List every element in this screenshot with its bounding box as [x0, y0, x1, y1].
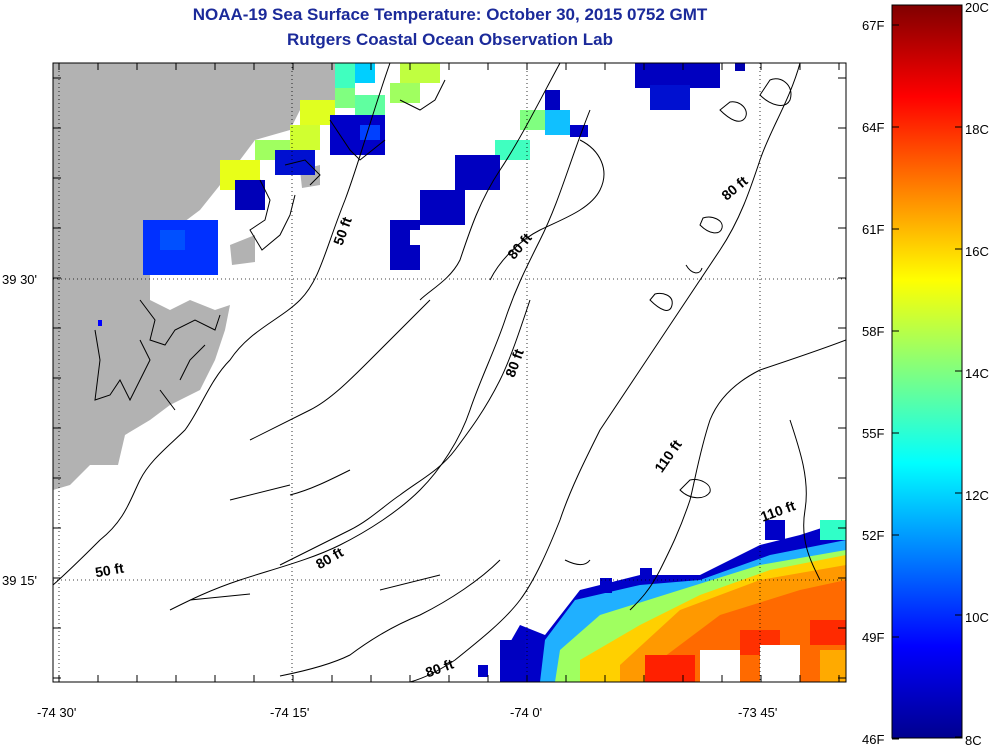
sst-pixels — [98, 63, 846, 682]
colorbar — [891, 4, 963, 739]
y-tick-label: 39 15' — [2, 573, 38, 588]
x-tick-label: -74 15' — [270, 705, 310, 720]
colorbar-celsius-label: 16C — [965, 244, 989, 259]
colorbar-celsius-label: 18C — [965, 122, 989, 137]
land-mass — [53, 63, 335, 490]
colorbar-fahrenheit-label: 52F — [862, 528, 885, 543]
colorbar-fahrenheit-label: 61F — [862, 222, 885, 237]
y-tick-label: 39 30' — [2, 272, 38, 287]
colorbar-celsius-label: 20C — [965, 0, 989, 15]
colorbar-fahrenheit-label: 58F — [862, 324, 885, 339]
grid-lines — [53, 63, 846, 682]
x-tick-label: -74 30' — [37, 705, 77, 720]
coastline — [94, 79, 446, 411]
colorbar-celsius-label: 10C — [965, 610, 989, 625]
colorbar-ticks — [892, 4, 962, 740]
colorbar-fahrenheit-label: 64F — [862, 120, 885, 135]
colorbar-celsius-label: 8C — [965, 733, 982, 748]
colorbar-fahrenheit-label: 46F — [862, 732, 885, 747]
x-tick-label: -74 0' — [510, 705, 543, 720]
map-subtitle: Rutgers Coastal Ocean Observation Lab — [287, 30, 613, 49]
depth-contours — [53, 63, 846, 682]
colorbar-fahrenheit-label: 55F — [862, 426, 885, 441]
x-tick-label: -73 45' — [738, 705, 778, 720]
colorbar-fahrenheit-label: 49F — [862, 630, 885, 645]
colorbar-fahrenheit-label: 67F — [862, 18, 885, 33]
colorbar-celsius-label: 12C — [965, 488, 989, 503]
axis-ticks — [53, 63, 846, 682]
map-title: NOAA-19 Sea Surface Temperature: October… — [192, 5, 708, 24]
colorbar-celsius-label: 14C — [965, 366, 989, 381]
land-island — [230, 235, 255, 265]
